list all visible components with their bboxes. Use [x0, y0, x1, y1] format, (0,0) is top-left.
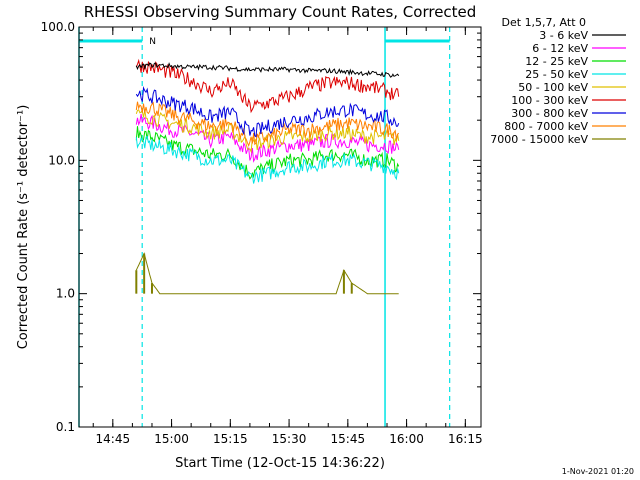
legend-label: 12 - 25 keV	[525, 55, 588, 68]
x-tick-label: 14:45	[96, 432, 131, 446]
legend-label: 100 - 300 keV	[511, 94, 588, 107]
series-line	[135, 126, 400, 180]
legend-label: 300 - 800 keV	[511, 107, 588, 120]
legend-label: 50 - 100 keV	[518, 81, 588, 94]
plot-frame	[78, 26, 482, 428]
legend-header: Det 1,5,7, Att 0	[502, 16, 586, 29]
y-tick-label: 100.0	[41, 20, 75, 34]
axes: 100.0 10.0 1.0 0.1 14:45 15:00 15:15 15:30 15:45…	[41, 20, 483, 446]
x-tick-label: 15:00	[154, 432, 189, 446]
chart-title: RHESSI Observing Summary Count Rates, Co…	[84, 3, 477, 21]
y-tick-label: 0.1	[56, 420, 75, 434]
x-tick-label: 15:45	[331, 432, 366, 446]
legend-label: 25 - 50 keV	[525, 68, 588, 81]
x-tick-label: 15:15	[213, 432, 248, 446]
series-line	[135, 135, 400, 184]
plot-area: N	[78, 27, 451, 427]
y-tick-label: 1.0	[56, 287, 75, 301]
y-tick-label: 10.0	[48, 153, 75, 167]
series-line	[135, 109, 400, 154]
x-axis-label: Start Time (12-Oct-15 14:36:22)	[175, 456, 385, 471]
series-line	[135, 58, 400, 114]
series-line	[135, 252, 399, 295]
legend-label: 3 - 6 keV	[539, 29, 588, 42]
series-line	[135, 85, 400, 138]
series-line	[135, 62, 400, 78]
top-bar-label: N	[149, 37, 156, 47]
legend-label: 7000 - 15000 keV	[490, 133, 588, 146]
footer-timestamp: 1-Nov-2021 01:20	[562, 467, 634, 476]
x-tick-label: 16:15	[448, 432, 483, 446]
y-axis-label: Corrected Count Rate (s⁻¹ detector⁻¹)	[16, 105, 31, 350]
x-tick-label: 16:00	[389, 432, 424, 446]
legend-label: 6 - 12 keV	[532, 42, 588, 55]
x-tick-label: 15:30	[272, 432, 307, 446]
legend-label: 800 - 7000 keV	[504, 120, 588, 133]
series-line	[135, 101, 400, 148]
